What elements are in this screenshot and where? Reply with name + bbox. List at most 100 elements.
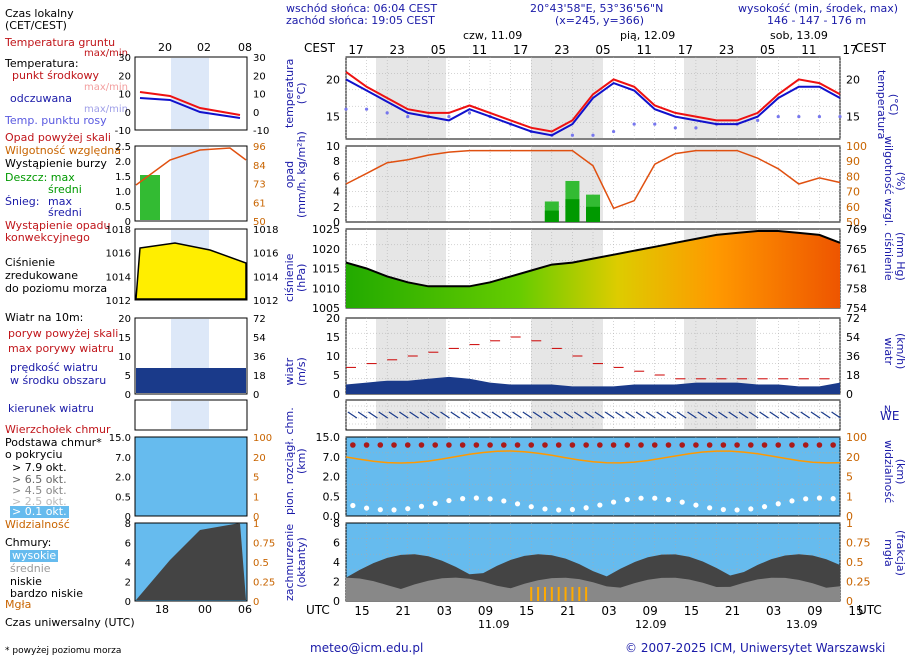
hour-tick-utc: 21 (725, 604, 740, 618)
legend-rain-mean: średni (48, 183, 82, 196)
cloud-top-dot (555, 442, 562, 448)
legend-okt1: > 7.9 okt. (12, 461, 67, 474)
legend-tick-left: 5 (125, 371, 131, 382)
legend-tick-right: 50 (253, 217, 266, 228)
legend-pressure1: Ciśnienie (5, 256, 56, 269)
visibility-line (345, 450, 841, 464)
cloud-top-dot (350, 442, 356, 448)
legend-tick-left: 1.0 (115, 187, 131, 198)
cloud-top-dot (706, 442, 713, 448)
cloud-top-dot (569, 442, 576, 448)
legend-precip-bar (140, 175, 160, 220)
cloud-top-dot (501, 442, 507, 448)
cloud-top-dot (473, 442, 480, 448)
fog-bar (564, 587, 567, 601)
cloud-cover-verylow-area (346, 577, 840, 601)
cloud-base-dot (803, 496, 809, 502)
humidity-tick-right: 80 (846, 170, 860, 183)
legend-visibility: Widzialność (5, 518, 70, 531)
wind-kmh-tick-right: 54 (846, 331, 860, 344)
legend-wind-title: Wiatr na 10m: (5, 311, 84, 324)
cover-tick-left: 4 (333, 556, 340, 569)
fog-bar (578, 587, 581, 601)
wind-arrow (563, 411, 574, 419)
humidity-tick-right: 70 (846, 186, 860, 199)
wind-arrow (759, 411, 769, 419)
wind-kmh-tick-right: 0 (846, 388, 853, 401)
legend-tick-left: 6 (125, 539, 131, 550)
legend-wind-area (136, 368, 246, 393)
legend-pressure3: do poziomu morza (5, 282, 108, 295)
legend-tick-left: 10 (118, 352, 131, 363)
legend-tick-left: 20 (118, 71, 131, 82)
legend-pressure2: zredukowane (5, 269, 78, 282)
legend-tick-left: 4 (125, 558, 131, 569)
hour-tick-local: 17 (678, 43, 693, 57)
dew-point-dot (632, 122, 636, 126)
wind-arrow (790, 411, 800, 419)
legend-middle: średnie (10, 562, 51, 575)
cloud-base-dot (569, 506, 576, 513)
legend-tick-left: 2 (125, 578, 131, 589)
cover-tick-left: 2 (333, 576, 340, 589)
legend-tick-right: -10 (253, 126, 269, 137)
legend-tick-left: 0 (125, 390, 131, 401)
fog-tick-right: 0.5 (846, 556, 864, 569)
legend-tick-right: 1 (253, 492, 259, 503)
wind-arrow (471, 411, 481, 419)
legend-cloud-base2: o pokryciu (5, 448, 63, 461)
fog-bar (530, 587, 533, 601)
cloud-top-dot (583, 442, 589, 448)
legend-utc: Czas uniwersalny (UTC) (5, 616, 135, 629)
cloud-base-dot (679, 499, 685, 505)
visibility-tick-right: 100 (846, 431, 867, 444)
wind-arrow (584, 411, 594, 419)
legend-tick-right: 20 (253, 71, 266, 82)
hour-tick-local: 17 (842, 43, 857, 57)
precip-tick-left: 10 (326, 140, 340, 153)
fog-bar (585, 587, 588, 601)
legend-tick-right: 1016 (253, 249, 278, 260)
wind-arrow (398, 411, 409, 419)
clouds-tick-left: 0.0 (323, 510, 341, 523)
cloud-top-dot (459, 442, 466, 448)
cloud-base-dot (528, 504, 534, 510)
wind-arrow (697, 411, 708, 419)
cloud-top-dot (528, 442, 535, 448)
cloud-base-dot (514, 501, 521, 507)
hour-tick-utc: 03 (601, 604, 616, 618)
legend-storm: Wystąpienie burzy (5, 157, 107, 170)
fog-tick-right: 0.75 (846, 537, 871, 550)
cloud-top-dot (665, 442, 672, 448)
wind-arrow (368, 411, 378, 419)
cloud-base-dot (816, 495, 823, 501)
wind-kmh-tick-right: 36 (846, 350, 860, 363)
utc-left: UTC (306, 603, 330, 617)
legend-tick-left: 1018 (106, 225, 131, 236)
wind-arrow (450, 411, 461, 419)
cloud-base-dot (761, 504, 768, 510)
legend-tick-right: 10 (253, 90, 266, 101)
legend-tick-left: 0.5 (115, 492, 131, 503)
dew-point-dot (694, 126, 698, 130)
pressure-tick-right: 758 (846, 282, 867, 295)
temp-line (345, 71, 841, 133)
wind-compass-n: N (884, 405, 891, 415)
legend-tick-left: 0 (125, 512, 131, 523)
fog-bar (557, 587, 560, 601)
dew-point-dot (817, 115, 822, 119)
cloud-top-dot (720, 442, 727, 448)
legend-tick-left: -10 (115, 126, 131, 137)
cloud-base-dot (775, 501, 781, 507)
dew-point-dot (467, 111, 472, 115)
legend-felt-maxmin: max/min (84, 104, 129, 115)
cloud-top-dot (487, 442, 493, 448)
legend-tick-left: 1016 (106, 249, 131, 260)
wind-tick-left: 20 (326, 312, 340, 325)
fog-bar (543, 587, 546, 601)
clouds-tick-left: 15.0 (316, 431, 341, 444)
footer-email[interactable]: meteo@icm.edu.pl (310, 641, 424, 655)
hour-tick-utc: 15 (354, 604, 369, 618)
legend-center-point: punkt środkowy (12, 69, 100, 82)
legend-cloud-top: Wierzchołek chmur (5, 423, 111, 436)
